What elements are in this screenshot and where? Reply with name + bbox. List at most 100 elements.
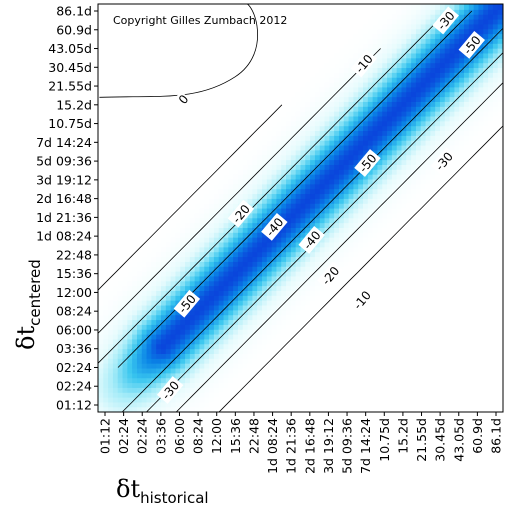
heatmap-cell xyxy=(141,382,148,388)
heatmap-cell xyxy=(112,237,119,243)
heatmap-cell xyxy=(136,241,143,248)
heatmap-cell xyxy=(348,251,355,258)
heatmap-cell xyxy=(204,309,210,316)
heatmap-cell xyxy=(247,367,253,374)
heatmap-cell xyxy=(271,188,278,195)
heatmap-cell xyxy=(204,115,210,122)
heatmap-cell xyxy=(132,261,138,267)
heatmap-cell xyxy=(218,241,225,248)
heatmap-cell xyxy=(343,348,350,355)
heatmap-cell xyxy=(300,353,306,359)
heatmap-cell xyxy=(161,203,167,209)
heatmap-cell xyxy=(146,81,152,88)
heatmap-cell xyxy=(98,319,104,325)
heatmap-cell xyxy=(151,329,157,335)
heatmap-cell xyxy=(204,285,210,291)
heatmap-cell xyxy=(161,309,167,316)
heatmap-cell xyxy=(117,57,124,64)
heatmap-cell xyxy=(175,198,181,204)
heatmap-cell xyxy=(363,125,369,132)
heatmap-cell xyxy=(242,9,249,15)
heatmap-cell xyxy=(372,101,379,107)
heatmap-cell xyxy=(286,38,292,44)
heatmap-cell xyxy=(141,241,148,248)
heatmap-cell xyxy=(204,140,210,146)
heatmap-cell xyxy=(170,43,177,49)
heatmap-cell xyxy=(117,144,124,151)
heatmap-cell xyxy=(367,135,374,141)
heatmap-cell xyxy=(112,271,119,277)
heatmap-cell xyxy=(170,52,177,59)
heatmap-cell xyxy=(132,169,138,175)
heatmap-cell xyxy=(127,120,133,127)
heatmap-cell xyxy=(257,106,263,112)
heatmap-cell xyxy=(218,57,225,64)
heatmap-cell xyxy=(271,338,278,345)
heatmap-cell xyxy=(363,149,369,156)
heatmap-cell xyxy=(247,33,253,39)
heatmap-cell xyxy=(175,212,181,219)
heatmap-cell xyxy=(338,9,345,15)
heatmap-cell xyxy=(334,222,340,228)
heatmap-cell xyxy=(103,130,109,136)
heatmap-cell xyxy=(319,178,326,185)
heatmap-cell xyxy=(367,23,374,30)
heatmap-cell xyxy=(151,392,157,398)
heatmap-cell xyxy=(213,343,220,350)
heatmap-cell xyxy=(175,309,181,316)
heatmap-cell xyxy=(213,319,220,325)
heatmap-cell xyxy=(300,67,306,73)
heatmap-cell xyxy=(204,261,210,267)
heatmap-cell xyxy=(98,130,104,136)
heatmap-cell xyxy=(136,193,143,199)
heatmap-cell xyxy=(141,101,148,107)
heatmap-cell xyxy=(305,227,311,233)
heatmap-cell xyxy=(112,256,119,262)
heatmap-cell xyxy=(204,67,210,73)
heatmap-cell xyxy=(170,96,177,102)
heatmap-cell xyxy=(170,300,177,306)
heatmap-cell xyxy=(290,62,297,69)
heatmap-cell xyxy=(127,217,133,224)
heatmap-cell xyxy=(156,130,162,136)
heatmap-cell xyxy=(363,203,369,209)
heatmap-cell xyxy=(281,387,287,393)
heatmap-cell xyxy=(305,217,311,224)
heatmap-cell xyxy=(257,43,263,49)
heatmap-cell xyxy=(334,28,340,35)
heatmap-cell xyxy=(180,241,186,248)
heatmap-cell xyxy=(136,9,143,15)
heatmap-cell xyxy=(98,266,104,272)
heatmap-cell xyxy=(151,198,157,204)
heatmap-cell xyxy=(223,169,229,175)
heatmap-cell xyxy=(276,319,282,325)
heatmap-cell xyxy=(257,334,263,340)
heatmap-cell xyxy=(271,237,278,243)
heatmap-cell xyxy=(266,275,273,282)
heatmap-cell xyxy=(271,324,278,330)
heatmap-cell xyxy=(199,203,205,209)
heatmap-cell xyxy=(108,91,114,98)
heatmap-cell xyxy=(266,280,273,287)
heatmap-cell xyxy=(266,67,273,73)
heatmap-cell xyxy=(185,256,191,262)
heatmap-cell xyxy=(103,397,109,403)
heatmap-cell xyxy=(338,275,345,282)
heatmap-cell xyxy=(199,358,205,364)
heatmap-cell xyxy=(146,154,152,161)
heatmap-cell xyxy=(204,367,210,374)
heatmap-cell xyxy=(247,101,253,107)
heatmap-cell xyxy=(266,241,273,248)
heatmap-cell xyxy=(237,159,244,165)
heatmap-cell xyxy=(242,91,249,98)
heatmap-cell xyxy=(117,198,124,204)
heatmap-cell xyxy=(132,154,138,161)
heatmap-cell xyxy=(204,334,210,340)
heatmap-cell xyxy=(165,237,172,243)
heatmap-cell xyxy=(252,406,258,412)
heatmap-cell xyxy=(194,18,201,25)
heatmap-cell xyxy=(281,193,287,199)
heatmap-cell xyxy=(194,154,201,161)
heatmap-cell xyxy=(185,115,191,122)
heatmap-cell xyxy=(262,135,268,141)
